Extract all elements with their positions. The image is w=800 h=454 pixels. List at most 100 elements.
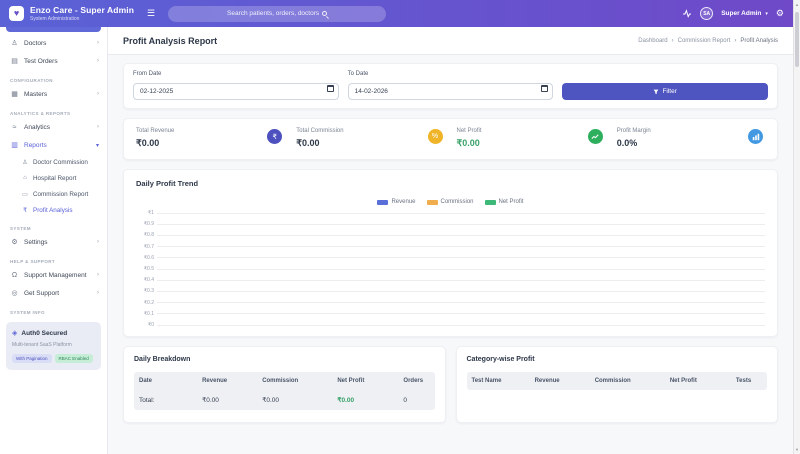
stat-total-commission: Total Commission ₹0.00 % <box>296 128 456 149</box>
chevron-right-icon: › <box>97 272 99 278</box>
menu-toggle-icon[interactable]: ☰ <box>147 8 156 18</box>
to-date-input[interactable] <box>347 83 554 100</box>
analytics-icon: ≈ <box>12 123 17 131</box>
breadcrumb-link-dashboard[interactable]: Dashboard <box>638 37 668 44</box>
calendar-icon[interactable] <box>326 85 334 92</box>
gridline <box>157 302 765 304</box>
gridline <box>157 257 765 259</box>
y-tick-label: ₹0.7 <box>143 243 154 250</box>
stat-net-profit: Net Profit ₹0.00 <box>457 128 617 149</box>
table-header-row: Date Revenue Commission Net Profit Order… <box>134 372 435 390</box>
sidebar-item-test-orders[interactable]: ▤ Test Orders › <box>0 52 107 70</box>
sidebar-item-get-support[interactable]: ◎ Get Support › <box>0 284 107 302</box>
y-tick-label: ₹0.5 <box>143 266 154 272</box>
sidebar-item-commission-report[interactable]: ▭ Commission Report <box>0 186 107 202</box>
filter-button[interactable]: Filter <box>562 83 769 100</box>
page-header: Profit Analysis Report Dashboard › Commi… <box>108 27 793 55</box>
legend-item-net-profit[interactable]: Net Profit <box>484 199 524 205</box>
gridline <box>157 279 765 281</box>
sidebar-item-support-management[interactable]: Ω Support Management › <box>0 266 107 284</box>
shield-icon: ◈ <box>12 330 18 337</box>
net-profit-swatch-icon <box>484 199 496 205</box>
settings-gear-icon[interactable]: ⚙ <box>775 8 784 18</box>
scroll-up-icon[interactable]: ▲ <box>795 2 799 7</box>
scroll-down-icon[interactable]: ▼ <box>795 447 799 452</box>
sidebar-item-doctor-commission[interactable]: ♙ Doctor Commission <box>0 154 107 170</box>
cell-commission: ₹0.00 <box>262 397 279 404</box>
app-logo[interactable]: ♥ <box>9 6 24 21</box>
daily-breakdown-table: Date Revenue Commission Net Profit Order… <box>134 372 435 410</box>
column-header: Orders <box>403 378 424 384</box>
column-header: Revenue <box>534 378 560 384</box>
rupee-circle-icon: ₹ <box>267 129 283 144</box>
scrollbar[interactable]: ▲ ▼ <box>793 0 800 454</box>
scrollbar-thumb[interactable] <box>795 12 799 67</box>
sidebar-item-doctors[interactable]: ♙ Doctors › <box>0 34 107 52</box>
sidebar-section-system-info: SYSTEM INFO <box>10 310 45 315</box>
sidebar-item-hospital-report[interactable]: ⌂ Hospital Report <box>0 170 107 186</box>
stat-label: Net Profit <box>456 128 482 134</box>
chevron-right-icon: › <box>97 239 99 245</box>
legend-label: Revenue <box>391 199 416 205</box>
legend-label: Commission <box>440 199 474 205</box>
user-menu[interactable]: Super Admin <box>721 10 762 17</box>
search-input[interactable]: Search patients, orders, doctors <box>168 5 387 22</box>
chart-legend: Revenue Commission Net Profit <box>136 199 765 205</box>
daily-breakdown-title: Daily Breakdown <box>134 356 191 363</box>
y-tick-label: ₹0.9 <box>143 221 154 228</box>
column-header: Net Profit <box>669 378 697 384</box>
sidebar-section-help-support: HELP & SUPPORT <box>10 259 56 264</box>
active-nav-item-partial[interactable] <box>6 27 101 32</box>
profit-analysis-icon: ₹ <box>23 207 27 214</box>
sidebar-item-label: Hospital Report <box>33 174 77 182</box>
sidebar-item-masters[interactable]: ▦ Masters › <box>0 85 107 103</box>
chevron-down-icon: ▾ <box>95 142 99 149</box>
main-content: Profit Analysis Report Dashboard › Commi… <box>108 27 793 454</box>
sidebar-item-label: Get Support <box>24 289 60 297</box>
stat-label: Profit Margin <box>616 128 651 134</box>
stethoscope-icon[interactable] <box>682 9 692 18</box>
table-row-total: Total: ₹0.00 ₹0.00 ₹0.00 0 <box>134 390 435 410</box>
lifering-icon: ◎ <box>11 290 18 297</box>
auth0-title: Auth0 Secured <box>21 329 68 337</box>
gridline <box>157 268 765 270</box>
y-tick-label: ₹1 <box>148 210 154 216</box>
top-header: ♥ Enzo Care - Super Admin System Adminis… <box>0 0 793 27</box>
search-placeholder: Search patients, orders, doctors <box>227 10 320 17</box>
column-header: Test Name <box>471 378 502 384</box>
breadcrumb-current: Profit Analysis <box>740 37 778 44</box>
breadcrumb-link-commission-report[interactable]: Commission Report <box>677 37 731 44</box>
column-header: Commission <box>594 378 631 384</box>
stat-value: ₹0.00 <box>136 138 160 148</box>
y-tick-label: ₹0.6 <box>143 254 154 261</box>
column-header: Tests <box>735 378 752 384</box>
sidebar-item-profit-analysis[interactable]: ₹ Profit Analysis <box>0 202 107 218</box>
legend-item-commission[interactable]: Commission <box>426 199 474 205</box>
category-profit-table: Test Name Revenue Commission Net Profit … <box>466 372 767 390</box>
funnel-icon <box>654 89 659 94</box>
y-tick-label: ₹0.8 <box>143 232 154 239</box>
breadcrumb-separator: › <box>734 37 737 44</box>
sidebar-item-analytics[interactable]: ≈ Analytics › <box>0 118 107 136</box>
test-orders-icon: ▤ <box>11 58 18 65</box>
breadcrumb-separator: › <box>671 37 674 44</box>
breadcrumb: Dashboard › Commission Report › Profit A… <box>638 38 778 44</box>
trend-line-icon <box>587 129 603 144</box>
chevron-right-icon: › <box>97 40 99 46</box>
user-avatar[interactable]: SA <box>700 7 714 20</box>
from-date-input[interactable] <box>133 83 339 100</box>
sidebar-item-reports[interactable]: ▥ Reports ▾ <box>0 136 107 154</box>
cell-orders: 0 <box>403 396 408 404</box>
doctor-commission-icon: ♙ <box>22 159 28 166</box>
commission-report-icon: ▭ <box>22 191 28 198</box>
calendar-icon[interactable] <box>541 85 549 92</box>
legend-item-revenue[interactable]: Revenue <box>377 199 416 205</box>
sidebar-item-settings[interactable]: ⚙ Settings › <box>0 233 107 251</box>
chart-plot-area: ₹1 ₹0.9 ₹0.8 ₹0.7 ₹0.6 ₹0.5 ₹0.4 ₹0.3 ₹0… <box>136 210 765 328</box>
auth0-info-card: ◈ Auth0 Secured Multi-tenant SaaS Platfo… <box>6 322 101 370</box>
chevron-right-icon: › <box>97 124 99 130</box>
category-profit-title: Category-wise Profit <box>466 356 535 363</box>
column-header: Net Profit <box>337 378 365 384</box>
search-icon <box>322 11 328 16</box>
